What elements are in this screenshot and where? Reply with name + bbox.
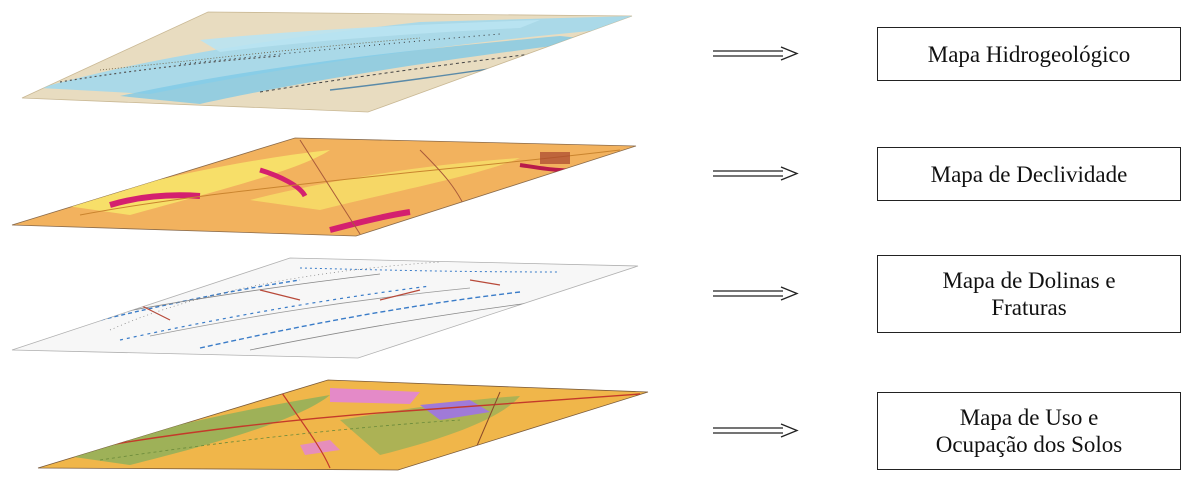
arrow-hidrogeologico bbox=[713, 46, 799, 61]
arrow-dolinas bbox=[713, 286, 799, 301]
label-line: Mapa de Declividade bbox=[930, 161, 1128, 187]
label-line: Mapa de Uso e bbox=[959, 405, 1099, 430]
arrow-uso bbox=[713, 423, 799, 438]
label-line: Mapa Hidrogeológico bbox=[927, 41, 1131, 67]
label-mapa-hidrogeologico: Mapa Hidrogeológico bbox=[877, 27, 1181, 81]
label-mapa-uso-ocupacao-solos: Mapa de Uso e Ocupação dos Solos bbox=[877, 392, 1181, 470]
label-line: Mapa de Dolinas e bbox=[942, 268, 1116, 293]
map-layer-dolinas-fraturas bbox=[11, 257, 639, 359]
map-layer-uso-solos bbox=[37, 379, 649, 471]
label-line: Ocupação dos Solos bbox=[935, 432, 1123, 457]
arrow-declividade bbox=[713, 166, 799, 181]
map-layer-declividade bbox=[11, 137, 637, 237]
label-mapa-declividade: Mapa de Declividade bbox=[877, 147, 1181, 201]
label-mapa-dolinas-fraturas: Mapa de Dolinas e Fraturas bbox=[877, 255, 1181, 333]
label-line: Fraturas bbox=[991, 295, 1067, 320]
map-layer-hidrogeologico bbox=[21, 11, 633, 113]
